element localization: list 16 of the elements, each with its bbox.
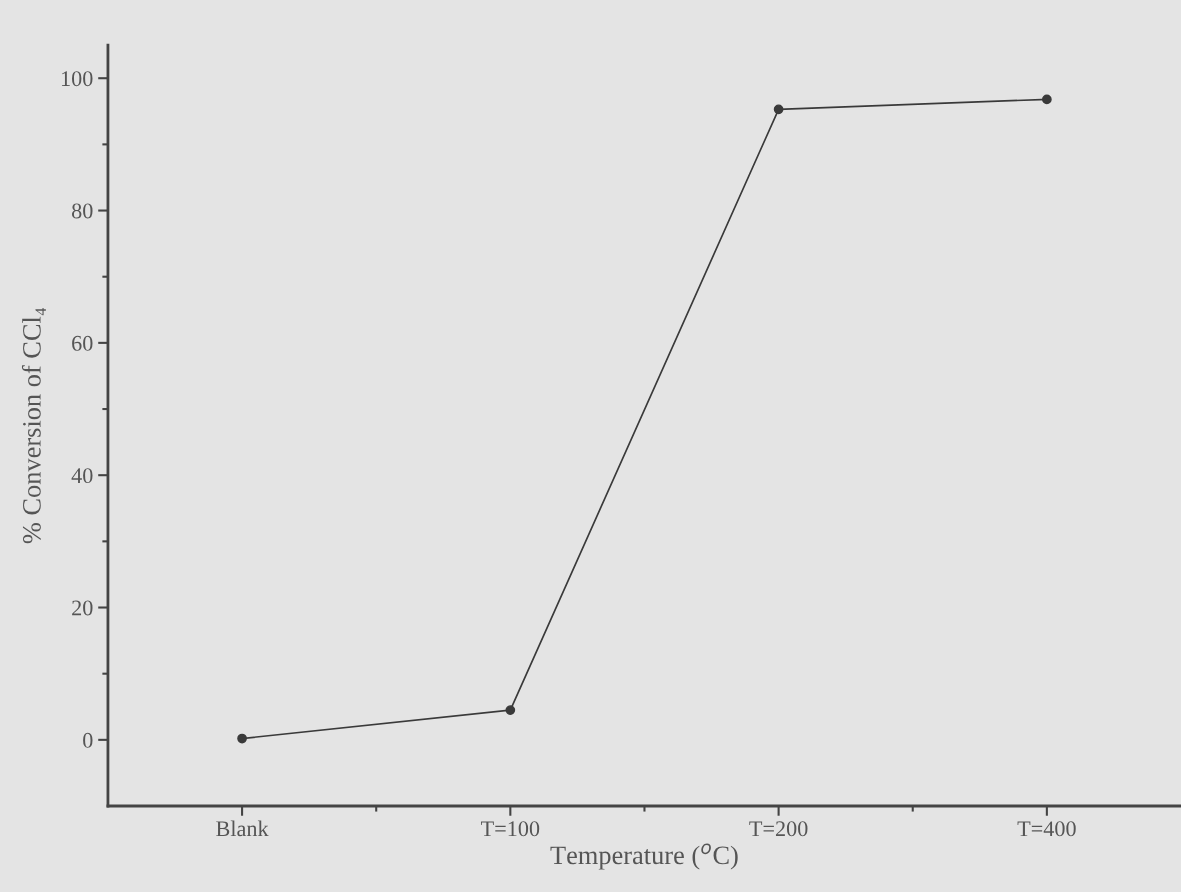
y-tick-label: 0 <box>83 732 93 748</box>
y-tick-label: 80 <box>71 203 93 219</box>
point <box>1042 94 1052 105</box>
point <box>237 733 247 744</box>
y-tick-label: 60 <box>72 335 93 351</box>
x-tick-label: Blank <box>216 820 269 837</box>
y-tick-label: 40 <box>71 468 93 484</box>
x-tick-label: T=100 <box>481 821 540 837</box>
point <box>773 104 784 115</box>
x-tick-label: T=400 <box>1017 821 1076 837</box>
x-axis-title: Temperature ($^{o}$C) <box>550 843 738 870</box>
point <box>505 705 516 715</box>
x-tick-label: T=200 <box>749 821 808 837</box>
y-tick-label: 20 <box>72 600 93 616</box>
y-tick-label: 100 <box>61 71 93 87</box>
y-axis-title: % Conversion of CCl₄ <box>21 307 46 544</box>
